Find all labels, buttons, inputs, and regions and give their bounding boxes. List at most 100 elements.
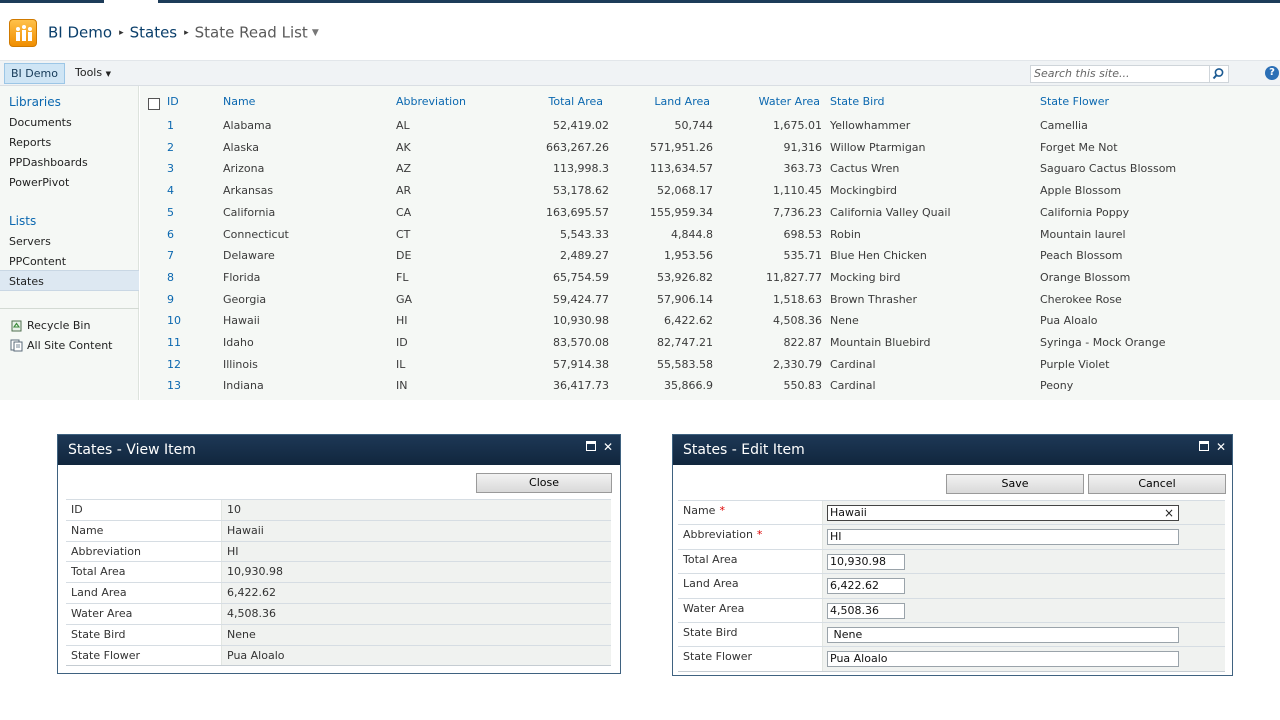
cell-id[interactable]: 13 <box>167 379 181 393</box>
table-row[interactable]: 4 Arkansas AR 53,178.62 52,068.17 1,110.45 Moc… <box>140 180 1280 201</box>
cell-name[interactable]: Idaho <box>223 336 254 349</box>
breadcrumb-site-link[interactable]: BI Demo <box>48 23 113 42</box>
cell-name[interactable]: Hawaii <box>223 314 260 328</box>
edit-field-label-text: State Bird <box>683 626 738 639</box>
table-row[interactable]: 13 Indiana IN 36,417.73 35,866.9 550.83 Cardin… <box>140 375 1280 396</box>
cell-name[interactable]: Florida <box>223 270 261 284</box>
column-header-state-flower[interactable]: State Flower <box>1040 95 1110 108</box>
close-icon[interactable]: ✕ <box>1215 440 1227 454</box>
table-row[interactable]: 2 Alaska AK 663,267.26 571,951.26 91,316 Willo… <box>140 137 1280 158</box>
cell-name[interactable]: Connecticut <box>223 227 289 241</box>
breadcrumb-list-link[interactable]: States <box>129 23 178 42</box>
nav-item-ppdashboards[interactable]: PPDashboards <box>9 156 88 169</box>
cell-state-flower: Peony <box>1040 379 1074 393</box>
cell-id[interactable]: 10 <box>167 314 181 328</box>
cell-abbreviation: HI <box>396 314 408 328</box>
site-logo-icon[interactable] <box>9 19 37 47</box>
edit-field-input[interactable]: 4,508.36 <box>827 602 905 619</box>
cell-state-flower: Peach Blossom <box>1040 249 1123 263</box>
cell-id[interactable]: 1 <box>167 119 174 132</box>
column-header-water-area[interactable]: Water Area <box>758 95 820 108</box>
table-row[interactable]: 3 Arizona AZ 113,998.3 113,634.57 363.73 Cactu… <box>140 158 1280 179</box>
search-input[interactable]: Search this site... <box>1030 65 1210 83</box>
edit-field-input[interactable]: HI <box>827 529 1179 546</box>
edit-field-row: Total Area 10,930.98 <box>678 548 1225 574</box>
nav-item-servers[interactable]: Servers <box>9 235 51 248</box>
cell-id[interactable]: 3 <box>167 162 174 176</box>
nav-all-site-content[interactable]: All Site Content <box>27 339 113 352</box>
cancel-button[interactable]: Cancel <box>1088 474 1226 494</box>
nav-item-ppcontent[interactable]: PPContent <box>9 255 67 268</box>
column-header-name[interactable]: Name <box>223 95 256 108</box>
close-button[interactable]: Close <box>476 473 612 493</box>
cell-name[interactable]: California <box>223 205 276 219</box>
nav-heading-libraries[interactable]: Libraries <box>9 95 61 109</box>
edit-field-input[interactable]: Pua Aloalo <box>827 651 1179 668</box>
column-header-id[interactable]: ID <box>167 95 179 108</box>
cell-name[interactable]: Illinois <box>223 357 258 371</box>
cell-name[interactable]: Delaware <box>223 249 275 263</box>
column-header-state-bird[interactable]: State Bird <box>830 95 885 108</box>
cell-name[interactable]: Arkansas <box>223 184 274 198</box>
cell-id[interactable]: 4 <box>167 184 174 198</box>
nav-item-reports[interactable]: Reports <box>9 136 52 149</box>
help-icon[interactable]: ? <box>1265 66 1279 80</box>
nav-item-states-selected[interactable] <box>0 270 139 291</box>
edit-field-row: Abbreviation * HI <box>678 524 1225 550</box>
column-header-total-area[interactable]: Total Area <box>548 95 603 108</box>
cell-id[interactable]: 7 <box>167 249 174 263</box>
cell-name[interactable]: Georgia <box>223 292 267 306</box>
table-row[interactable]: 12 Illinois IL 57,914.38 55,583.58 2,330.79 Ca… <box>140 354 1280 375</box>
table-row[interactable]: 11 Idaho ID 83,570.08 82,747.21 822.87 Mountai… <box>140 332 1280 353</box>
save-button[interactable]: Save <box>946 474 1084 494</box>
view-field-row: Abbreviation HI <box>66 540 611 562</box>
cell-id[interactable]: 12 <box>167 357 181 371</box>
cell-name[interactable]: Alaska <box>223 140 259 154</box>
nav-item-powerpivot[interactable]: PowerPivot <box>9 176 70 189</box>
maximize-icon[interactable] <box>585 441 597 453</box>
column-header-land-area[interactable]: Land Area <box>654 95 710 108</box>
table-row[interactable]: 6 Connecticut CT 5,543.33 4,844.8 698.53 Robin… <box>140 224 1280 245</box>
nav-item-documents[interactable]: Documents <box>9 116 72 129</box>
nav-heading-lists[interactable]: Lists <box>9 214 37 228</box>
table-row[interactable]: 10 Hawaii HI 10,930.98 6,422.62 4,508.36 Nene P… <box>140 310 1280 331</box>
cell-id[interactable]: 5 <box>167 205 174 219</box>
edit-field-input[interactable]: 10,930.98 <box>827 553 905 570</box>
cell-total-area: 57,914.38 <box>553 357 609 371</box>
table-row[interactable]: 1 Alabama AL 52,419.02 50,744 1,675.01 Yellowh… <box>140 115 1280 136</box>
cell-state-flower: Cherokee Rose <box>1040 292 1122 306</box>
search-button[interactable] <box>1210 65 1229 83</box>
caret-down-icon: ▼ <box>105 70 111 78</box>
table-row[interactable]: 7 Delaware DE 2,489.27 1,953.56 535.71 Blue He… <box>140 245 1280 266</box>
clear-input-icon[interactable]: × <box>1163 506 1174 520</box>
cell-id[interactable]: 6 <box>167 227 174 241</box>
select-all-checkbox[interactable] <box>148 98 160 110</box>
view-field-row: Land Area 6,422.62 <box>66 582 611 604</box>
cell-id[interactable]: 2 <box>167 140 174 154</box>
cell-total-area: 163,695.57 <box>546 205 609 219</box>
edit-field-input[interactable]: Hawaii × <box>827 505 1179 521</box>
cell-abbreviation: GA <box>396 292 413 306</box>
cell-name[interactable]: Indiana <box>223 379 264 393</box>
close-icon[interactable]: ✕ <box>602 440 614 454</box>
cell-name[interactable]: Alabama <box>223 119 272 132</box>
table-row[interactable]: 5 California CA 163,695.57 155,959.34 7,736.2… <box>140 202 1280 223</box>
nav-recycle-bin[interactable]: Recycle Bin <box>27 319 91 332</box>
cell-state-bird: Willow Ptarmigan <box>830 140 926 154</box>
ribbon-site-tab[interactable]: BI Demo <box>4 63 65 84</box>
edit-field-input[interactable]: Nene <box>827 627 1179 643</box>
cell-id[interactable]: 9 <box>167 292 174 306</box>
cell-id[interactable]: 8 <box>167 270 174 284</box>
cell-name[interactable]: Arizona <box>223 162 265 176</box>
table-row[interactable]: 8 Florida FL 65,754.59 53,926.82 11,827.77 Moc… <box>140 267 1280 288</box>
column-header-abbreviation[interactable]: Abbreviation <box>396 95 466 108</box>
view-field-value: 6,422.62 <box>221 583 611 604</box>
table-row[interactable]: 9 Georgia GA 59,424.77 57,906.14 1,518.63 Brow… <box>140 289 1280 310</box>
cell-id[interactable]: 11 <box>167 336 181 349</box>
edit-field-input[interactable]: 6,422.62 <box>827 578 905 595</box>
tools-menu[interactable]: Tools ▼ <box>75 63 111 84</box>
chevron-down-icon[interactable]: ▼ <box>311 27 319 38</box>
maximize-icon[interactable] <box>1198 441 1210 453</box>
breadcrumb-view-menu[interactable]: State Read List <box>194 23 308 42</box>
nav-item-states[interactable]: States <box>9 275 44 288</box>
